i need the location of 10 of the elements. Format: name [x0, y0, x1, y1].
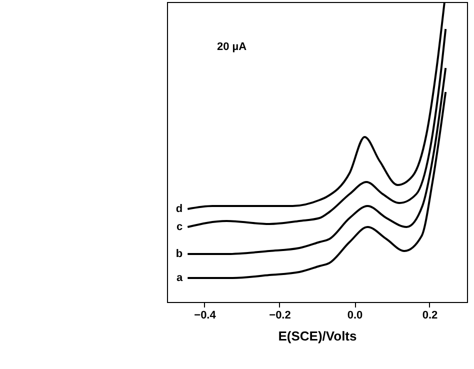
series-label: a — [176, 272, 184, 284]
series-label: d — [176, 203, 183, 215]
series-label: c — [176, 221, 183, 233]
x-tick-label: 0.2 — [422, 310, 438, 322]
annotation: 20 µA — [217, 41, 247, 53]
x-axis-title: E(SCE)/Volts — [278, 328, 357, 344]
x-tick-label: −0.4 — [194, 310, 217, 322]
x-tick-label: −0.2 — [269, 310, 291, 322]
series-label: b — [176, 248, 183, 260]
x-tick-label: 0.0 — [347, 310, 363, 322]
